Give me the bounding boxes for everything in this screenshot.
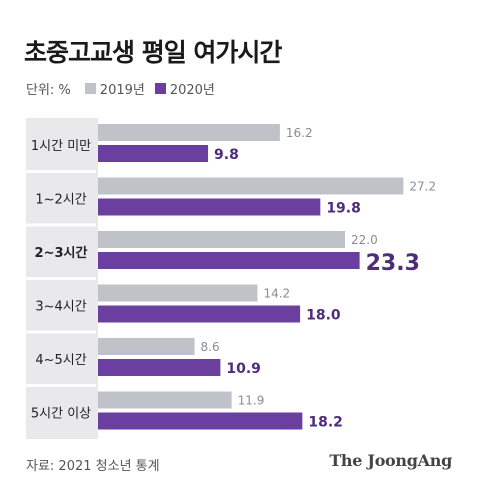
brand-logo: The JoongAng bbox=[329, 451, 452, 470]
value-label-2019: 27.2 bbox=[409, 180, 436, 194]
category-label: 3~4시간 bbox=[35, 299, 86, 314]
value-label-2020: 19.8 bbox=[326, 201, 361, 217]
bar-2019 bbox=[98, 284, 258, 302]
unit-label: 단위: % bbox=[26, 83, 71, 98]
value-label-2020: 10.9 bbox=[226, 361, 261, 377]
category-label: 1~2시간 bbox=[35, 192, 86, 207]
legend: 단위: % 2019년 2020년 bbox=[26, 79, 225, 98]
value-label-2020: 9.8 bbox=[214, 147, 239, 163]
bar-2020 bbox=[98, 252, 360, 269]
legend-item-2020: 2020년 bbox=[154, 79, 215, 98]
bar-2020 bbox=[98, 145, 209, 162]
bar-2020 bbox=[98, 198, 321, 216]
legend-item-2019: 2019년 bbox=[84, 79, 145, 98]
value-label-2019: 14.2 bbox=[263, 287, 290, 301]
source-note: 자료: 2021 청소년 통계 bbox=[26, 459, 160, 474]
bar-2019 bbox=[98, 124, 280, 141]
legend-swatch-2020 bbox=[154, 83, 166, 94]
bar-2020 bbox=[98, 412, 303, 430]
bar-2019 bbox=[98, 177, 404, 195]
legend-label-2020: 2020년 bbox=[169, 83, 215, 98]
value-label-2020: 23.3 bbox=[366, 251, 420, 276]
bar-2020 bbox=[98, 359, 221, 376]
value-label-2019: 8.6 bbox=[201, 340, 220, 354]
legend-swatch-2019 bbox=[84, 83, 96, 94]
value-label-2019: 22.0 bbox=[351, 233, 378, 247]
bar-2019 bbox=[98, 231, 346, 248]
bar-2019 bbox=[98, 338, 195, 355]
category-label: 4~5시간 bbox=[35, 353, 86, 368]
value-label-2019: 11.9 bbox=[238, 394, 265, 408]
chart-title: 초중고교생 평일 여가시간 bbox=[24, 38, 282, 67]
value-label-2019: 16.2 bbox=[286, 126, 313, 140]
value-label-2020: 18.0 bbox=[306, 308, 341, 324]
category-label: 2~3시간 bbox=[35, 245, 88, 261]
category-label: 1시간 미만 bbox=[31, 139, 91, 154]
bar-2019 bbox=[98, 391, 232, 409]
category-label: 5시간 이상 bbox=[31, 406, 91, 421]
value-label-2020: 18.2 bbox=[308, 415, 343, 431]
legend-label-2019: 2019년 bbox=[99, 83, 145, 98]
bar-2020 bbox=[98, 305, 301, 323]
